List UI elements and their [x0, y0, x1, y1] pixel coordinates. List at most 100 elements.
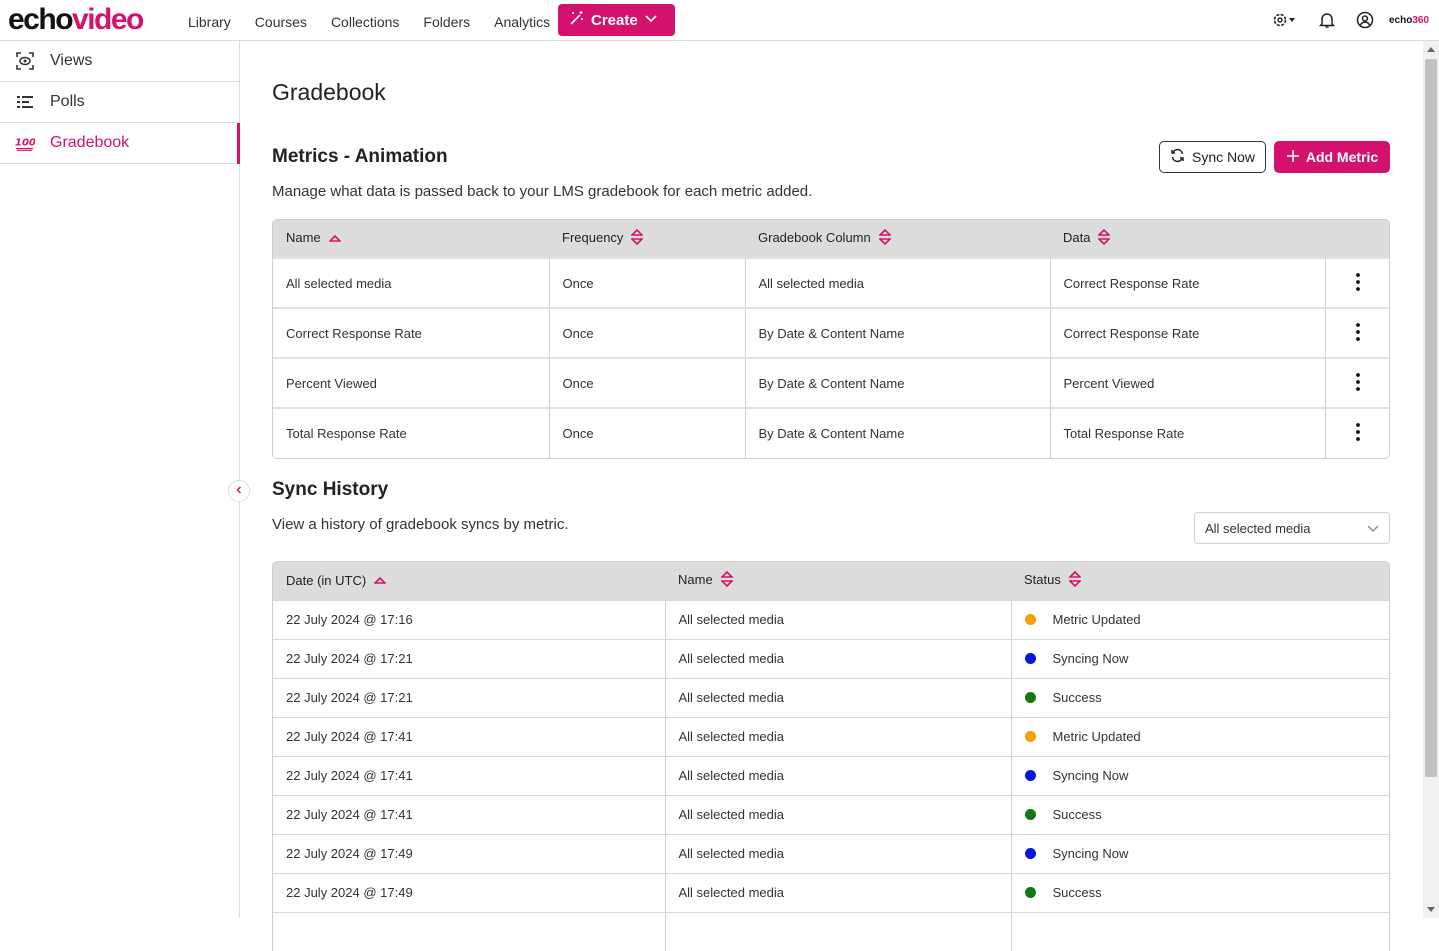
sync-now-button[interactable]: Sync Now: [1159, 141, 1266, 173]
scroll-up-arrow-icon[interactable]: [1427, 47, 1435, 52]
status-dot: [1024, 887, 1036, 899]
collapse-sidebar-button[interactable]: [228, 480, 250, 502]
cell-data: Correct Response Rate: [1050, 307, 1326, 358]
metric-filter-value: All selected media: [1205, 520, 1311, 536]
nav-folders[interactable]: Folders: [423, 14, 471, 30]
sidebar-item-label: Polls: [50, 93, 85, 110]
metrics-header-row: Name Frequency Gradebook Column Data: [273, 220, 1389, 258]
column-header-name[interactable]: Name: [273, 220, 549, 258]
status-label: Metric Updated: [1052, 612, 1141, 627]
status-dot: [1024, 770, 1036, 782]
row-menu-button[interactable]: [1325, 257, 1389, 308]
sort-icon[interactable]: [630, 228, 645, 249]
cell-status: Syncing Now: [1011, 755, 1389, 795]
column-header-label: Data: [1063, 229, 1091, 245]
metrics-title: Metrics - Animation: [272, 146, 448, 167]
column-header-gradebook-column[interactable]: Gradebook Column: [745, 220, 1050, 258]
column-header-status[interactable]: Status: [1011, 562, 1389, 600]
status-dot: [1024, 731, 1036, 743]
status-label: Success: [1052, 885, 1102, 900]
cell-status: Metric Updated: [1011, 716, 1389, 756]
status-label: Syncing Now: [1052, 846, 1129, 861]
nav-library[interactable]: Library: [188, 14, 231, 30]
cell-name: All selected media: [665, 677, 1012, 717]
sidebar-item-polls[interactable]: Polls: [0, 82, 239, 123]
table-row: Total Response Rate Once By Date & Conte…: [273, 407, 1389, 458]
cell-date: 22 July 2024 @ 17:21: [273, 638, 666, 678]
cell-name: All selected media: [665, 599, 1012, 639]
column-header-label: Name: [678, 572, 713, 588]
table-row: 22 July 2024 @ 17:16 All selected media Me…: [273, 599, 1389, 639]
cell-frequency: Once: [549, 407, 746, 458]
cell-date: 22 July 2024 @ 17:21: [273, 677, 666, 717]
nav-collections[interactable]: Collections: [330, 14, 400, 30]
status-label: Syncing Now: [1052, 651, 1129, 666]
status-dot: [1024, 848, 1036, 860]
table-row: 22 July 2024 @ 17:49 All selected media Sy…: [273, 833, 1389, 873]
cell-name: Correct Response Rate: [273, 307, 550, 358]
cell-name: All selected media: [665, 638, 1012, 678]
cell-date: 22 July 2024 @ 17:16: [273, 599, 666, 639]
column-header-frequency[interactable]: Frequency: [549, 220, 745, 258]
cell-gradebook-column: By Date & Content Name: [745, 357, 1051, 408]
cell-gradebook-column: All selected media: [745, 257, 1051, 308]
status-label: Metric Updated: [1052, 729, 1141, 744]
cell-data: Total Response Rate: [1050, 407, 1326, 458]
nav-analytics[interactable]: Analytics: [494, 14, 551, 30]
scroll-down-arrow-icon[interactable]: [1427, 907, 1435, 912]
cell-name: Total Response Rate: [273, 407, 550, 458]
row-menu-button[interactable]: [1325, 407, 1389, 458]
sort-icon[interactable]: [877, 228, 892, 249]
cell-status: Success: [1011, 677, 1389, 717]
nav-courses[interactable]: Courses: [254, 14, 307, 30]
polls-icon: [15, 92, 35, 112]
sort-ascending-icon[interactable]: [327, 232, 342, 247]
sort-icon[interactable]: [1067, 570, 1082, 591]
status-dot: [1024, 809, 1036, 821]
sort-ascending-icon[interactable]: [373, 574, 388, 589]
column-header-label: Status: [1024, 572, 1061, 588]
row-menu-button[interactable]: [1325, 307, 1389, 358]
table-row: 22 July 2024 @ 17:41 All selected media Su…: [273, 794, 1389, 834]
column-header-data[interactable]: Data: [1050, 220, 1325, 258]
cell-data: Correct Response Rate: [1050, 257, 1326, 308]
sort-icon[interactable]: [1097, 228, 1112, 249]
cell-date: 22 July 2024 @ 17:41: [273, 755, 666, 795]
kebab-menu-icon: [1356, 272, 1361, 294]
gear-icon[interactable]: [1271, 10, 1299, 30]
metric-filter-select[interactable]: All selected media: [1194, 512, 1390, 544]
column-header-label: Frequency: [562, 229, 624, 245]
scrollbar-thumb[interactable]: [1425, 59, 1437, 777]
create-button[interactable]: Create: [558, 4, 675, 36]
top-bar: echovideo Library Courses Collections Fo…: [0, 0, 1439, 41]
gradebook-100-icon: 100: [15, 133, 35, 153]
cell-date: 22 July 2024 @ 17:41: [273, 716, 666, 756]
column-header-label: Date (in UTC): [286, 572, 367, 588]
page-scrollbar[interactable]: [1423, 41, 1439, 918]
echovideo-logo[interactable]: echovideo: [8, 3, 144, 37]
main-nav: Library Courses Collections Folders Anal…: [188, 14, 574, 30]
row-menu-button[interactable]: [1325, 357, 1389, 408]
cell-date: 22 July 2024 @ 17:49: [273, 833, 666, 873]
chevron-down-icon: [1367, 522, 1379, 537]
column-header-name[interactable]: Name: [665, 562, 1011, 600]
cell-name: All selected media: [665, 833, 1012, 873]
logo-part-video: video: [72, 3, 144, 36]
cell-status: Metric Updated: [1011, 599, 1389, 639]
bell-icon[interactable]: [1317, 10, 1337, 30]
status-label: Syncing Now: [1052, 768, 1129, 783]
sidebar-item-label: Gradebook: [50, 134, 130, 151]
create-label: Create: [591, 11, 638, 29]
cell-date: 22 July 2024 @ 17:41: [273, 794, 666, 834]
sort-icon[interactable]: [719, 570, 734, 591]
column-header-date[interactable]: Date (in UTC): [273, 562, 665, 600]
user-account-icon[interactable]: [1355, 10, 1375, 30]
column-header-label: Name: [286, 230, 321, 246]
sidebar-item-gradebook[interactable]: 100 Gradebook: [0, 123, 240, 164]
echo360-part-echo: echo: [1388, 14, 1413, 26]
cell-frequency: Once: [549, 357, 746, 408]
add-metric-button[interactable]: Add Metric: [1274, 141, 1390, 173]
sidebar-item-views[interactable]: Views: [0, 41, 239, 82]
kebab-menu-icon: [1356, 423, 1361, 444]
svg-text:100: 100: [15, 138, 35, 149]
